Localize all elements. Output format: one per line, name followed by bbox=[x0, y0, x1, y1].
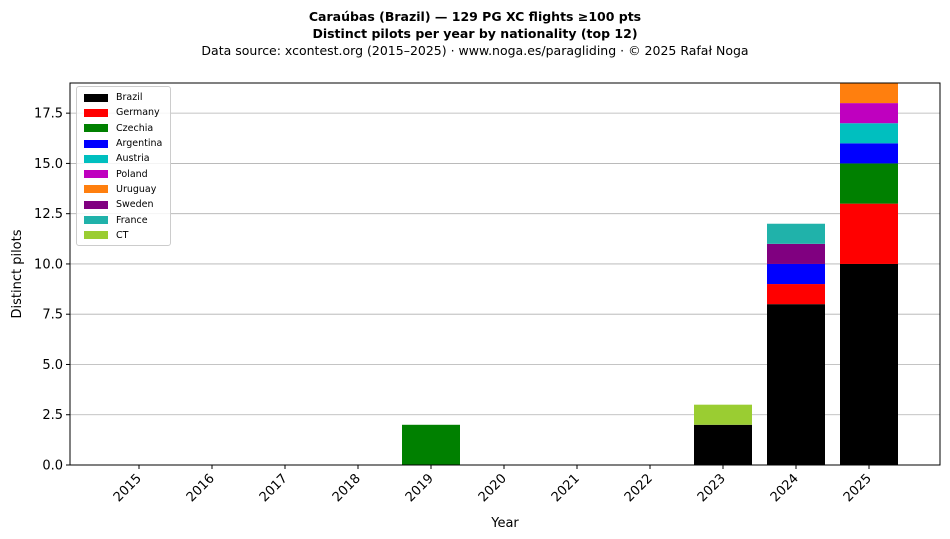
legend-item-poland: Poland bbox=[77, 166, 170, 181]
chart-title: Caraúbas (Brazil) — 129 PG XC flights ≥1… bbox=[308, 9, 642, 24]
legend-swatch bbox=[84, 108, 108, 117]
y-tick-label: 0.0 bbox=[42, 459, 63, 474]
legend-label: Brazil bbox=[116, 92, 143, 104]
legend-item-sweden: Sweden bbox=[77, 197, 170, 212]
x-tick-label: 2025 bbox=[841, 471, 875, 505]
legend-swatch bbox=[84, 231, 108, 240]
y-tick-label: 17.5 bbox=[34, 107, 63, 122]
legend-label: Austria bbox=[116, 153, 150, 165]
x-axis: 2015 2016 2017 2018 2019 2020 2021 2022 2023 2024… bbox=[111, 465, 875, 505]
legend-item-ct: CT bbox=[77, 228, 170, 243]
legend-label: Argentina bbox=[116, 138, 163, 150]
source-line: Data source: xcontest.org (2015–2025) · … bbox=[201, 43, 749, 58]
y-tick-label: 2.5 bbox=[42, 408, 63, 423]
legend-swatch bbox=[84, 93, 108, 102]
y-tick-label: 10.0 bbox=[34, 257, 63, 272]
bar-brazil-2024 bbox=[767, 304, 825, 465]
y-axis-label: Distinct pilots bbox=[10, 229, 25, 318]
legend-label: Czechia bbox=[116, 122, 154, 134]
x-tick-label: 2021 bbox=[549, 471, 583, 505]
legend-swatch bbox=[84, 139, 108, 148]
y-tick-label: 12.5 bbox=[34, 207, 63, 222]
legend-swatch bbox=[84, 216, 108, 225]
bar-brazil-2023 bbox=[694, 424, 752, 465]
chart-subtitle: Distinct pilots per year by nationality … bbox=[312, 26, 638, 41]
legend-swatch bbox=[84, 124, 108, 133]
x-tick-label: 2024 bbox=[768, 471, 802, 505]
x-tick-label: 2022 bbox=[622, 471, 656, 505]
y-tick-label: 15.0 bbox=[34, 157, 63, 172]
legend-item-austria: Austria bbox=[77, 151, 170, 166]
legend-swatch bbox=[84, 200, 108, 209]
x-axis-label: Year bbox=[490, 516, 519, 531]
legend-item-brazil: Brazil bbox=[77, 90, 170, 105]
bar-sweden-2024 bbox=[767, 243, 825, 264]
legend-item-france: France bbox=[77, 212, 170, 227]
bar-czechia-2019 bbox=[402, 424, 460, 465]
x-tick-label: 2020 bbox=[476, 471, 510, 505]
legend-item-uruguay: Uruguay bbox=[77, 182, 170, 197]
legend-label: Poland bbox=[116, 168, 148, 180]
legend-swatch bbox=[84, 170, 108, 179]
legend-swatch bbox=[84, 154, 108, 163]
legend-item-czechia: Czechia bbox=[77, 121, 170, 136]
bar-argentina-2024 bbox=[767, 263, 825, 285]
bar-argentina-2025 bbox=[840, 143, 898, 164]
bar-uruguay-2025 bbox=[840, 83, 898, 104]
bar-germany-2025 bbox=[840, 203, 898, 264]
bar-germany-2024 bbox=[767, 284, 825, 305]
x-tick-label: 2015 bbox=[111, 471, 145, 505]
bar-czechia-2025 bbox=[840, 163, 898, 204]
legend-label: Uruguay bbox=[116, 183, 157, 195]
legend-item-argentina: Argentina bbox=[77, 136, 170, 151]
legend: Brazil Germany Czechia Argentina Austria Pola… bbox=[76, 86, 171, 246]
legend-label: CT bbox=[116, 229, 129, 241]
plot-frame bbox=[69, 82, 941, 466]
y-axis: 0.0 2.5 5.0 7.5 10.0 12.5 15.0 17.5 bbox=[34, 107, 70, 474]
legend-label: France bbox=[116, 214, 148, 226]
bar-austria-2025 bbox=[840, 123, 898, 144]
y-tick-label: 7.5 bbox=[42, 308, 63, 323]
legend-label: Germany bbox=[116, 107, 160, 119]
legend-label: Sweden bbox=[116, 199, 154, 211]
legend-swatch bbox=[84, 185, 108, 194]
x-tick-label: 2017 bbox=[257, 471, 291, 505]
bar-ct-2023 bbox=[694, 404, 752, 425]
x-tick-label: 2023 bbox=[695, 471, 729, 505]
y-tick-label: 5.0 bbox=[42, 358, 63, 373]
bars bbox=[402, 83, 898, 465]
x-tick-label: 2018 bbox=[330, 471, 364, 505]
x-tick-label: 2019 bbox=[403, 471, 437, 505]
bar-poland-2025 bbox=[840, 103, 898, 124]
legend-item-germany: Germany bbox=[77, 105, 170, 120]
bar-france-2024 bbox=[767, 223, 825, 244]
bar-brazil-2025 bbox=[840, 263, 898, 465]
x-tick-label: 2016 bbox=[184, 471, 218, 505]
